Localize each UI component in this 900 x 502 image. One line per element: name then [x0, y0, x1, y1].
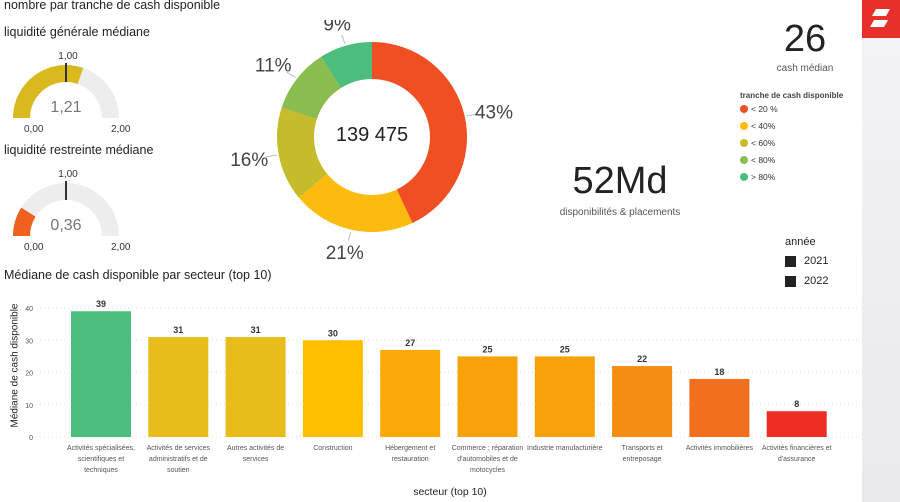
y-axis-label: Médiane de cash disponible — [9, 303, 21, 428]
bar[interactable] — [71, 311, 131, 437]
donut-chart: 43% 21% 16% 11% 9% — [230, 20, 513, 260]
leader-line — [466, 113, 478, 117]
bar[interactable] — [380, 349, 441, 437]
gauge-title: liquidité générale médiane — [4, 25, 150, 39]
gauge-min-label: 0,00 — [24, 242, 44, 253]
bar[interactable] — [457, 356, 518, 437]
legend-item[interactable]: < 80% — [740, 155, 843, 165]
gauge-max-label: 2,00 — [111, 124, 131, 135]
bar-data-label: 31 — [173, 325, 183, 335]
kpi-dispo-label: disponibilités & placements — [559, 207, 681, 218]
checkbox[interactable] — [785, 275, 796, 287]
bar-data-label: 25 — [560, 344, 570, 354]
x-tick-label: Activités financières et d'assurance — [762, 445, 832, 463]
gauge-min-label: 0,00 — [24, 124, 44, 135]
x-tick-label: Activités de services administratifs et … — [147, 445, 210, 474]
x-tick-label: Commerce ; réparation d'automobiles et d… — [452, 445, 524, 474]
donut-total: 139 475 — [335, 124, 409, 146]
x-tick-label: Autres activités de services — [227, 445, 284, 463]
legend-dot-icon — [740, 173, 748, 181]
bar-data-label: 39 — [96, 299, 106, 309]
bar-data-label: 18 — [714, 367, 724, 377]
y-tick-label: 0 — [29, 435, 33, 442]
legend-dot-icon — [740, 105, 748, 113]
gauge-target-label: 1,00 — [58, 51, 78, 62]
bar-data-label: 27 — [405, 338, 415, 348]
app-logo[interactable] — [862, 0, 900, 38]
year-option-2021[interactable]: 2021 — [785, 255, 828, 267]
y-tick-label: 40 — [25, 306, 33, 313]
donut-slice[interactable] — [321, 42, 372, 89]
gauge-max-label: 2,00 — [111, 242, 131, 253]
bar[interactable] — [534, 356, 595, 437]
gauge-fill — [13, 207, 36, 236]
gauge-value: 0,36 — [50, 217, 82, 234]
kpi-dispo-value: 52Md — [572, 160, 668, 202]
gauge-liquidite-restreinte: liquidité restreinte médiane 1,00 0,00 2… — [0, 143, 180, 258]
y-tick-label: 30 — [25, 338, 33, 345]
donut-slice[interactable] — [298, 173, 413, 233]
bar[interactable] — [148, 337, 209, 437]
donut-slice[interactable] — [372, 42, 468, 223]
bar[interactable] — [302, 340, 363, 437]
bar[interactable] — [689, 378, 750, 437]
donut-data-label: 11% — [255, 56, 292, 77]
donut-data-label: 43% — [475, 102, 513, 123]
bar[interactable] — [225, 337, 286, 437]
bar-data-label: 31 — [251, 325, 261, 335]
donut-slice[interactable] — [281, 56, 341, 120]
legend-dot-icon — [740, 139, 748, 147]
year-option-2022[interactable]: 2022 — [785, 275, 828, 287]
donut-data-label: 21% — [326, 243, 364, 260]
bar-data-label: 25 — [482, 344, 492, 354]
leader-line — [347, 231, 352, 241]
legend-dot-icon — [740, 156, 748, 164]
leader-line — [341, 35, 346, 45]
x-tick-label: Industrie manufacturière — [527, 445, 602, 452]
bar-chart-title: Médiane de cash disponible par secteur (… — [4, 268, 272, 282]
legend-item[interactable]: > 80% — [740, 172, 843, 182]
legend-item[interactable]: < 60% — [740, 138, 843, 148]
leader-line — [286, 71, 296, 78]
donut-legend: tranche de cash disponible < 20 % < 40% < … — [740, 91, 843, 189]
donut-data-label: 16% — [230, 150, 268, 171]
y-tick-label: 20 — [25, 371, 33, 378]
year-filter-title: année — [785, 236, 816, 248]
gauge-liquidite-generale: liquidité générale médiane 1,00 0,00 2,0… — [0, 25, 180, 140]
legend-title: tranche de cash disponible — [740, 91, 844, 100]
donut-data-label: 9% — [323, 20, 351, 36]
bar-data-label: 22 — [637, 354, 647, 364]
page-title: nombre par tranche de cash disponible — [4, 0, 221, 12]
right-sidebar — [862, 0, 900, 502]
x-axis-label: secteur (top 10) — [413, 486, 487, 498]
x-tick-label: Activités immobilières — [686, 445, 753, 452]
logo-icon — [870, 9, 890, 27]
kpi-cash-label: cash médian — [776, 63, 834, 74]
x-tick-label: Transports et entreposage — [622, 445, 663, 463]
bar[interactable] — [612, 366, 673, 437]
bar[interactable] — [766, 411, 827, 437]
donut-slice[interactable] — [277, 107, 328, 198]
legend-item[interactable]: < 20 % — [740, 104, 843, 114]
kpi-cash-value: 26 — [783, 18, 827, 60]
gauge-value: 1,21 — [50, 99, 82, 116]
gauge-track — [13, 183, 119, 236]
gauge-title: liquidité restreinte médiane — [4, 143, 154, 157]
legend-dot-icon — [740, 122, 748, 130]
gauge-target-label: 1,00 — [58, 169, 78, 180]
checkbox[interactable] — [785, 255, 796, 267]
x-tick-label: Hébergement et restauration — [385, 445, 435, 463]
leader-line — [265, 154, 277, 158]
y-tick-label: 10 — [25, 403, 33, 410]
bar-chart: 0 10 20 30 40 39 Activités spécialisées, scien… — [25, 299, 858, 474]
x-tick-label: Construction — [313, 445, 352, 452]
bar-data-label: 30 — [328, 328, 338, 338]
legend-item[interactable]: < 40% — [740, 121, 843, 131]
x-tick-label: Activités spécialisées, scientifiques et… — [67, 445, 135, 474]
year-filter: année 2021 2022 — [785, 236, 828, 287]
bar-data-label: 8 — [794, 399, 799, 409]
